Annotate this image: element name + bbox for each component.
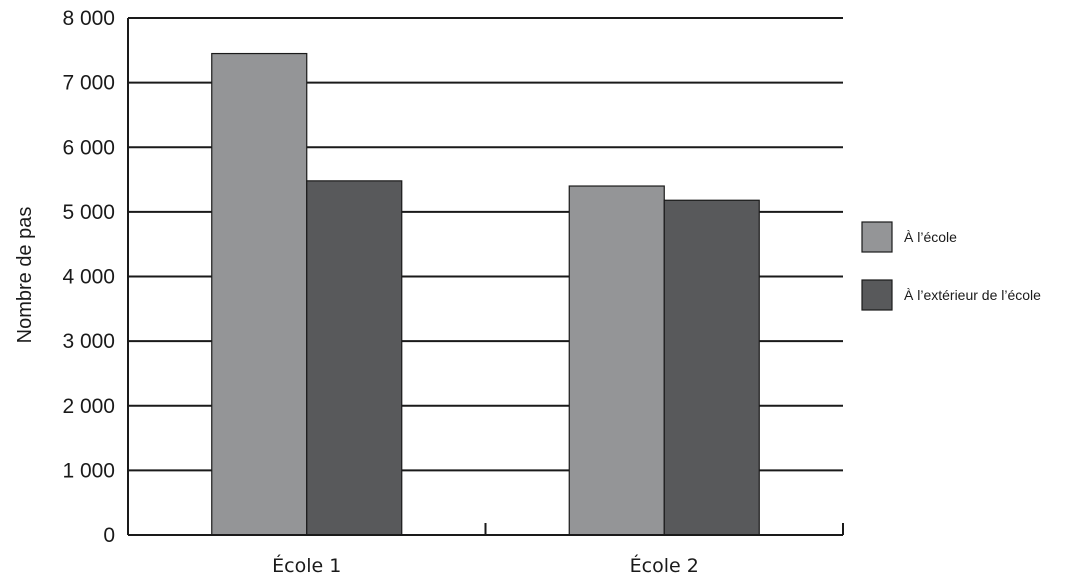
y-tick-label: 0 <box>103 524 115 547</box>
y-tick-label: 6 000 <box>62 136 115 159</box>
axes: 0 1 000 2 000 3 000 4 000 5 000 6 000 7 000 8 00… <box>62 7 844 577</box>
y-axis-title: Nombre de pas <box>14 207 36 344</box>
x-category-label: École 1 <box>272 554 341 577</box>
legend-swatch <box>861 221 893 253</box>
legend-swatch <box>861 279 893 311</box>
y-tick-label: 3 000 <box>62 330 115 353</box>
legend-label: À l’extérieur de l’école <box>904 287 1041 303</box>
y-tick-label: 4 000 <box>62 266 115 289</box>
bar <box>211 52 308 536</box>
y-tick-label: 2 000 <box>62 395 115 418</box>
bars <box>211 52 760 536</box>
legend-label: À l’école <box>904 229 957 245</box>
bar <box>568 185 665 536</box>
y-tick-label: 1 000 <box>62 459 115 482</box>
y-tick-label: 8 000 <box>62 7 115 30</box>
bar <box>663 199 760 536</box>
x-category-label: École 2 <box>630 554 699 577</box>
y-tick-label: 7 000 <box>62 72 115 95</box>
y-tick-label: 5 000 <box>62 201 115 224</box>
bar <box>306 180 403 536</box>
legend: À l’école À l’extérieur de l’école <box>861 221 1041 311</box>
